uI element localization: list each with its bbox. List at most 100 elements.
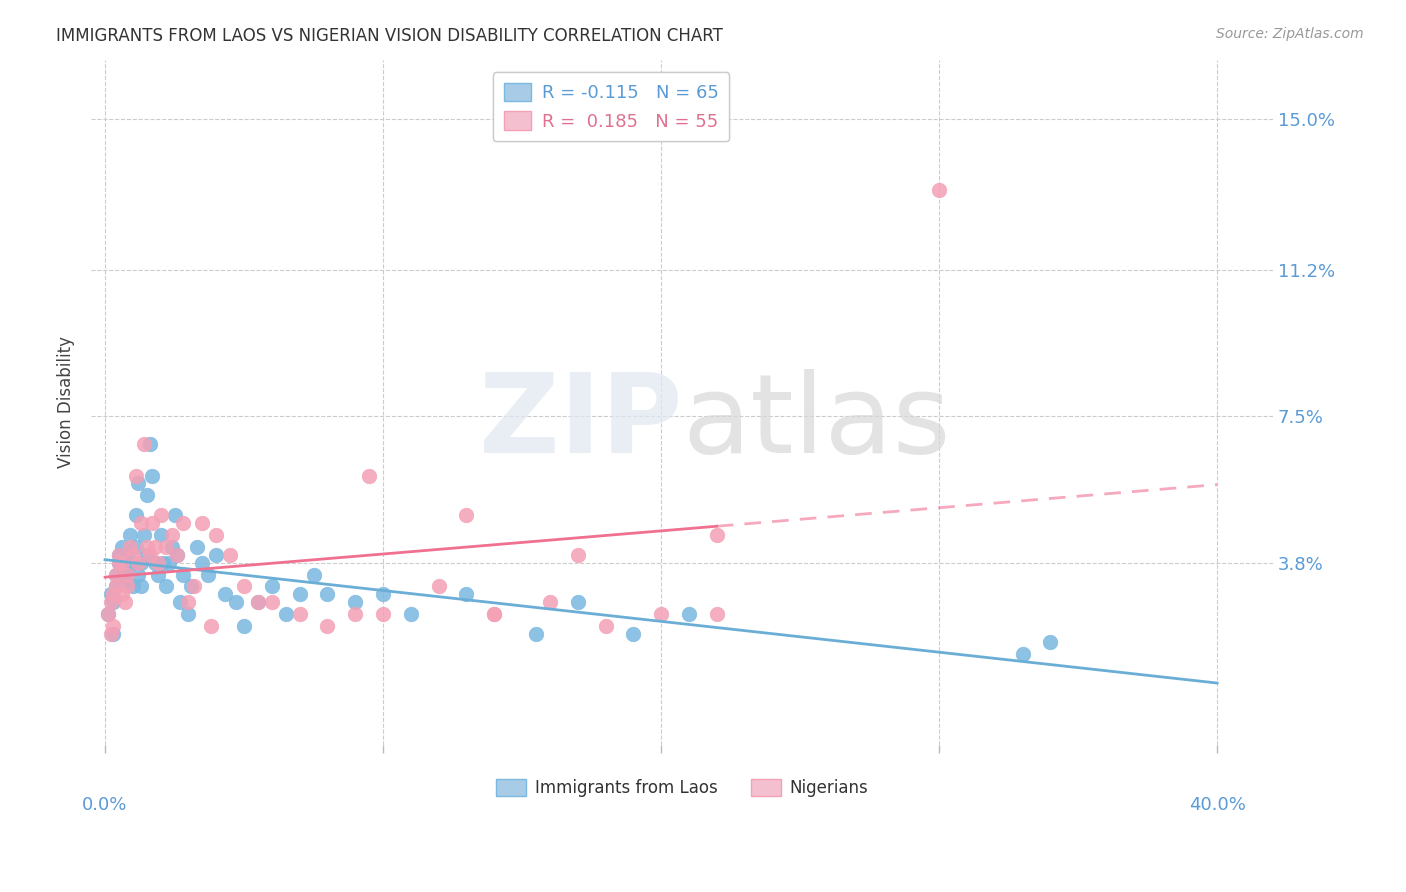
Point (302, 567, 325, 582)
Point (121, 548, 143, 562)
Point (706, 607, 728, 622)
Point (120, 540, 142, 554)
Point (166, 548, 188, 562)
Point (538, 595, 561, 609)
Point (105, 567, 128, 582)
Point (121, 556, 143, 570)
Point (141, 516, 163, 530)
Point (316, 619, 339, 633)
Point (105, 579, 128, 593)
Point (132, 437, 155, 451)
Point (160, 540, 183, 554)
Legend: R = -0.115   N = 65, R =  0.185   N = 55: R = -0.115 N = 65, R = 0.185 N = 55 (494, 72, 730, 142)
Point (260, 579, 283, 593)
Point (124, 508, 146, 523)
Point (135, 548, 157, 562)
Point (157, 556, 180, 570)
Point (219, 548, 242, 562)
Point (108, 548, 131, 562)
Point (149, 508, 172, 523)
Text: 40.0%: 40.0% (1188, 797, 1246, 814)
Point (163, 508, 186, 523)
Point (127, 476, 149, 491)
Point (111, 587, 134, 601)
Point (121, 579, 143, 593)
Point (191, 556, 214, 570)
Point (567, 548, 589, 562)
Point (180, 579, 202, 593)
Point (155, 579, 177, 593)
Point (111, 556, 134, 570)
Point (141, 468, 163, 483)
Point (344, 607, 367, 622)
Text: IMMIGRANTS FROM LAOS VS NIGERIAN VISION DISABILITY CORRELATION CHART: IMMIGRANTS FROM LAOS VS NIGERIAN VISION … (56, 27, 723, 45)
Point (129, 579, 152, 593)
Point (143, 556, 166, 570)
Point (191, 516, 214, 530)
Point (200, 619, 222, 633)
Point (111, 540, 134, 554)
Y-axis label: Vision Disability: Vision Disability (58, 336, 75, 468)
Point (484, 607, 506, 622)
Point (146, 567, 169, 582)
Point (928, 183, 950, 197)
Point (260, 595, 283, 609)
Point (371, 607, 394, 622)
Point (371, 587, 394, 601)
Point (138, 548, 160, 562)
Point (427, 579, 450, 593)
Point (108, 556, 131, 570)
Point (117, 567, 139, 582)
Point (595, 619, 617, 633)
Point (225, 595, 247, 609)
Point (120, 528, 142, 542)
Point (214, 587, 236, 601)
Point (135, 540, 157, 554)
Point (103, 627, 125, 641)
Point (233, 619, 256, 633)
Point (172, 567, 194, 582)
Point (108, 548, 131, 562)
Point (143, 540, 166, 554)
Point (246, 595, 269, 609)
Point (152, 556, 174, 570)
Point (124, 540, 146, 554)
Point (359, 468, 381, 483)
Point (567, 595, 589, 609)
Point (132, 528, 155, 542)
Point (172, 516, 194, 530)
Point (484, 607, 506, 622)
Point (183, 579, 205, 593)
Text: atlas: atlas (682, 369, 950, 476)
Point (129, 556, 152, 570)
Point (97, 607, 120, 622)
Point (105, 579, 128, 593)
Point (233, 579, 256, 593)
Point (524, 627, 547, 641)
Point (111, 556, 134, 570)
Point (456, 508, 478, 523)
Point (127, 567, 149, 582)
Point (621, 627, 644, 641)
Point (246, 595, 269, 609)
Point (177, 595, 200, 609)
Point (197, 567, 219, 582)
Text: 0.0%: 0.0% (83, 797, 128, 814)
Point (124, 468, 146, 483)
Point (169, 595, 191, 609)
Point (274, 607, 297, 622)
Text: ZIP: ZIP (478, 369, 682, 476)
Point (146, 556, 169, 570)
Point (103, 619, 125, 633)
Point (166, 548, 188, 562)
Point (114, 564, 136, 578)
Point (186, 540, 208, 554)
Point (149, 528, 172, 542)
Point (100, 587, 122, 601)
Point (678, 607, 700, 622)
Point (117, 579, 139, 593)
Point (135, 488, 157, 502)
Point (138, 437, 160, 451)
Text: Source: ZipAtlas.com: Source: ZipAtlas.com (1216, 27, 1364, 41)
Point (650, 607, 672, 622)
